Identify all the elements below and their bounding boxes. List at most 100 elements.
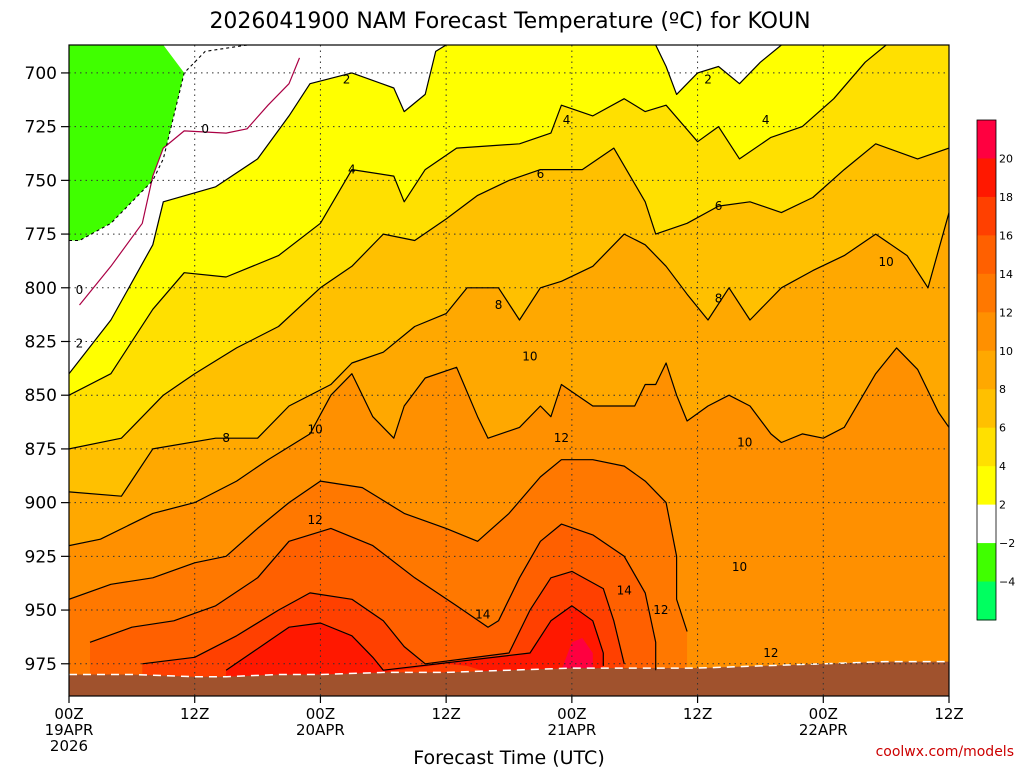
x-tick-label-24-0: 00Z bbox=[306, 705, 335, 723]
contour-label-23: 14 bbox=[617, 584, 632, 598]
band-m4 bbox=[69, 45, 248, 241]
x-tick-label-0-2: 2026 bbox=[50, 737, 88, 755]
colorbar-label-11: −4 bbox=[999, 576, 1015, 589]
contour-label-18: 12 bbox=[308, 513, 323, 527]
contour-6-4 bbox=[69, 143, 949, 450]
contour-8-5 bbox=[69, 212, 949, 497]
x-tick-label-0-0: 00Z bbox=[54, 705, 83, 723]
surface-line bbox=[69, 660, 949, 678]
colorbar-swatch-0 bbox=[977, 120, 996, 159]
contour-label-13: 10 bbox=[308, 423, 323, 437]
x-tick-label-72-0: 00Z bbox=[809, 705, 838, 723]
x-tick-label-72-1: 22APR bbox=[799, 721, 848, 739]
contour-label-20: 12 bbox=[653, 603, 668, 617]
contour-10-6 bbox=[69, 347, 949, 547]
contour-2-2 bbox=[655, 45, 782, 96]
band-surface-warm bbox=[383, 663, 488, 673]
x-tick-label-36-0: 12Z bbox=[431, 705, 460, 723]
colorbar-label-8: 4 bbox=[999, 460, 1006, 473]
plot-frame bbox=[68, 44, 950, 697]
y-tick-label-950: 950 bbox=[25, 601, 57, 621]
x-tick-label-24-1: 20APR bbox=[296, 721, 345, 739]
y-tick-label-850: 850 bbox=[25, 386, 57, 406]
credit-text[interactable]: coolwx.com/models bbox=[876, 744, 1014, 760]
contour-label-6: 4 bbox=[563, 113, 571, 127]
contour-label-22: 14 bbox=[475, 607, 490, 621]
colorbar-swatch-10 bbox=[977, 504, 996, 544]
colorbar-label-0: 20 bbox=[999, 152, 1013, 165]
chart-title: 2026041900 NAM Forecast Temperature (ºC)… bbox=[209, 9, 810, 34]
band-0-2 bbox=[69, 57, 310, 374]
contour-label-21: 12 bbox=[763, 646, 778, 660]
colorbar-swatch-11 bbox=[977, 543, 996, 583]
contour-label-7: 4 bbox=[762, 113, 770, 127]
colorbar-swatch-1 bbox=[977, 158, 996, 198]
contour-12-7 bbox=[69, 459, 688, 632]
colorbar-swatch-4 bbox=[977, 273, 996, 313]
contour-label-15: 10 bbox=[737, 435, 752, 449]
contour-label-3: 2 bbox=[704, 72, 712, 86]
colorbar-swatch-2 bbox=[977, 196, 996, 236]
contour-label-16: 10 bbox=[879, 255, 894, 269]
band-t0_2 bbox=[655, 45, 782, 95]
x-tick-label-60-0: 12Z bbox=[683, 705, 712, 723]
colorbar-label-10: −2 bbox=[999, 537, 1015, 550]
x-tick-label-84-0: 12Z bbox=[934, 705, 963, 723]
y-tick-label-725: 725 bbox=[25, 118, 57, 138]
y-tick-label-700: 700 bbox=[25, 64, 57, 84]
y-tick-label-825: 825 bbox=[25, 332, 57, 352]
contour-label-12: 8 bbox=[715, 292, 723, 306]
colorbar-legend: 20 18 16 14 12 10 8 6 4 2 −2 −4 bbox=[976, 119, 1015, 621]
x-tick-label-0-1: 19APR bbox=[45, 721, 94, 739]
contour-lines bbox=[69, 45, 949, 671]
colorbar-frame bbox=[976, 119, 997, 621]
colorbar-label-3: 14 bbox=[999, 268, 1013, 281]
y-tick-label-750: 750 bbox=[25, 171, 57, 191]
colorbar-swatch-7 bbox=[977, 389, 996, 429]
contour-label-8: 6 bbox=[537, 167, 545, 181]
contour-label-5: 4 bbox=[348, 163, 356, 177]
y-tick-label-875: 875 bbox=[25, 440, 57, 460]
y-tick-label-925: 925 bbox=[25, 547, 57, 567]
colorbar-swatch-9 bbox=[977, 466, 996, 506]
colorbar-swatch-12 bbox=[977, 581, 996, 621]
band-t20 bbox=[561, 638, 593, 671]
colorbar-label-4: 12 bbox=[999, 306, 1013, 319]
colorbar-swatch-8 bbox=[977, 427, 996, 467]
contour-0-0 bbox=[79, 57, 301, 306]
contour-16-9 bbox=[142, 570, 625, 665]
colorbar-swatch-5 bbox=[977, 312, 996, 352]
y-tick-label-900: 900 bbox=[25, 494, 57, 514]
contour-label-11: 8 bbox=[495, 298, 503, 312]
x-tick-label-48-1: 21APR bbox=[547, 721, 596, 739]
colorbar-label-1: 18 bbox=[999, 191, 1013, 204]
colorbar-label-2: 16 bbox=[999, 229, 1013, 242]
ground-fill bbox=[69, 661, 949, 696]
colorbar-label-9: 2 bbox=[999, 499, 1006, 512]
contour-label-19: 12 bbox=[554, 431, 569, 445]
x-tick-label-12-0: 12Z bbox=[180, 705, 209, 723]
contour-label-1: 0 bbox=[76, 283, 84, 297]
x-axis-label: Forecast Time (UTC) bbox=[413, 747, 604, 768]
contour-label-10: 8 bbox=[222, 431, 230, 445]
band-m2-0 bbox=[69, 45, 300, 305]
y-tick-label-975: 975 bbox=[25, 655, 57, 675]
contour-label-14: 10 bbox=[522, 350, 537, 364]
contour-label-9: 6 bbox=[715, 199, 723, 213]
colorbar-swatch-6 bbox=[977, 350, 996, 390]
colorbar-label-7: 6 bbox=[999, 422, 1006, 435]
colorbar-label-6: 8 bbox=[999, 383, 1006, 396]
x-tick-label-48-0: 00Z bbox=[557, 705, 586, 723]
contour-label-17: 10 bbox=[732, 560, 747, 574]
y-tick-label-800: 800 bbox=[25, 279, 57, 299]
contour-label-2: 2 bbox=[343, 72, 351, 86]
contour-14-8 bbox=[89, 523, 657, 671]
contour-labels: 0 0 2 2 2 4 4 4 6 6 8 8 8 10 10 10 10 10 12 12 12 12 14 14 bbox=[76, 72, 894, 660]
colorbar-swatch-3 bbox=[977, 235, 996, 275]
y-tick-label-775: 775 bbox=[25, 225, 57, 245]
contour-18-10 bbox=[225, 605, 604, 671]
contour-2-1 bbox=[69, 45, 447, 375]
contour-4-3 bbox=[69, 45, 887, 396]
